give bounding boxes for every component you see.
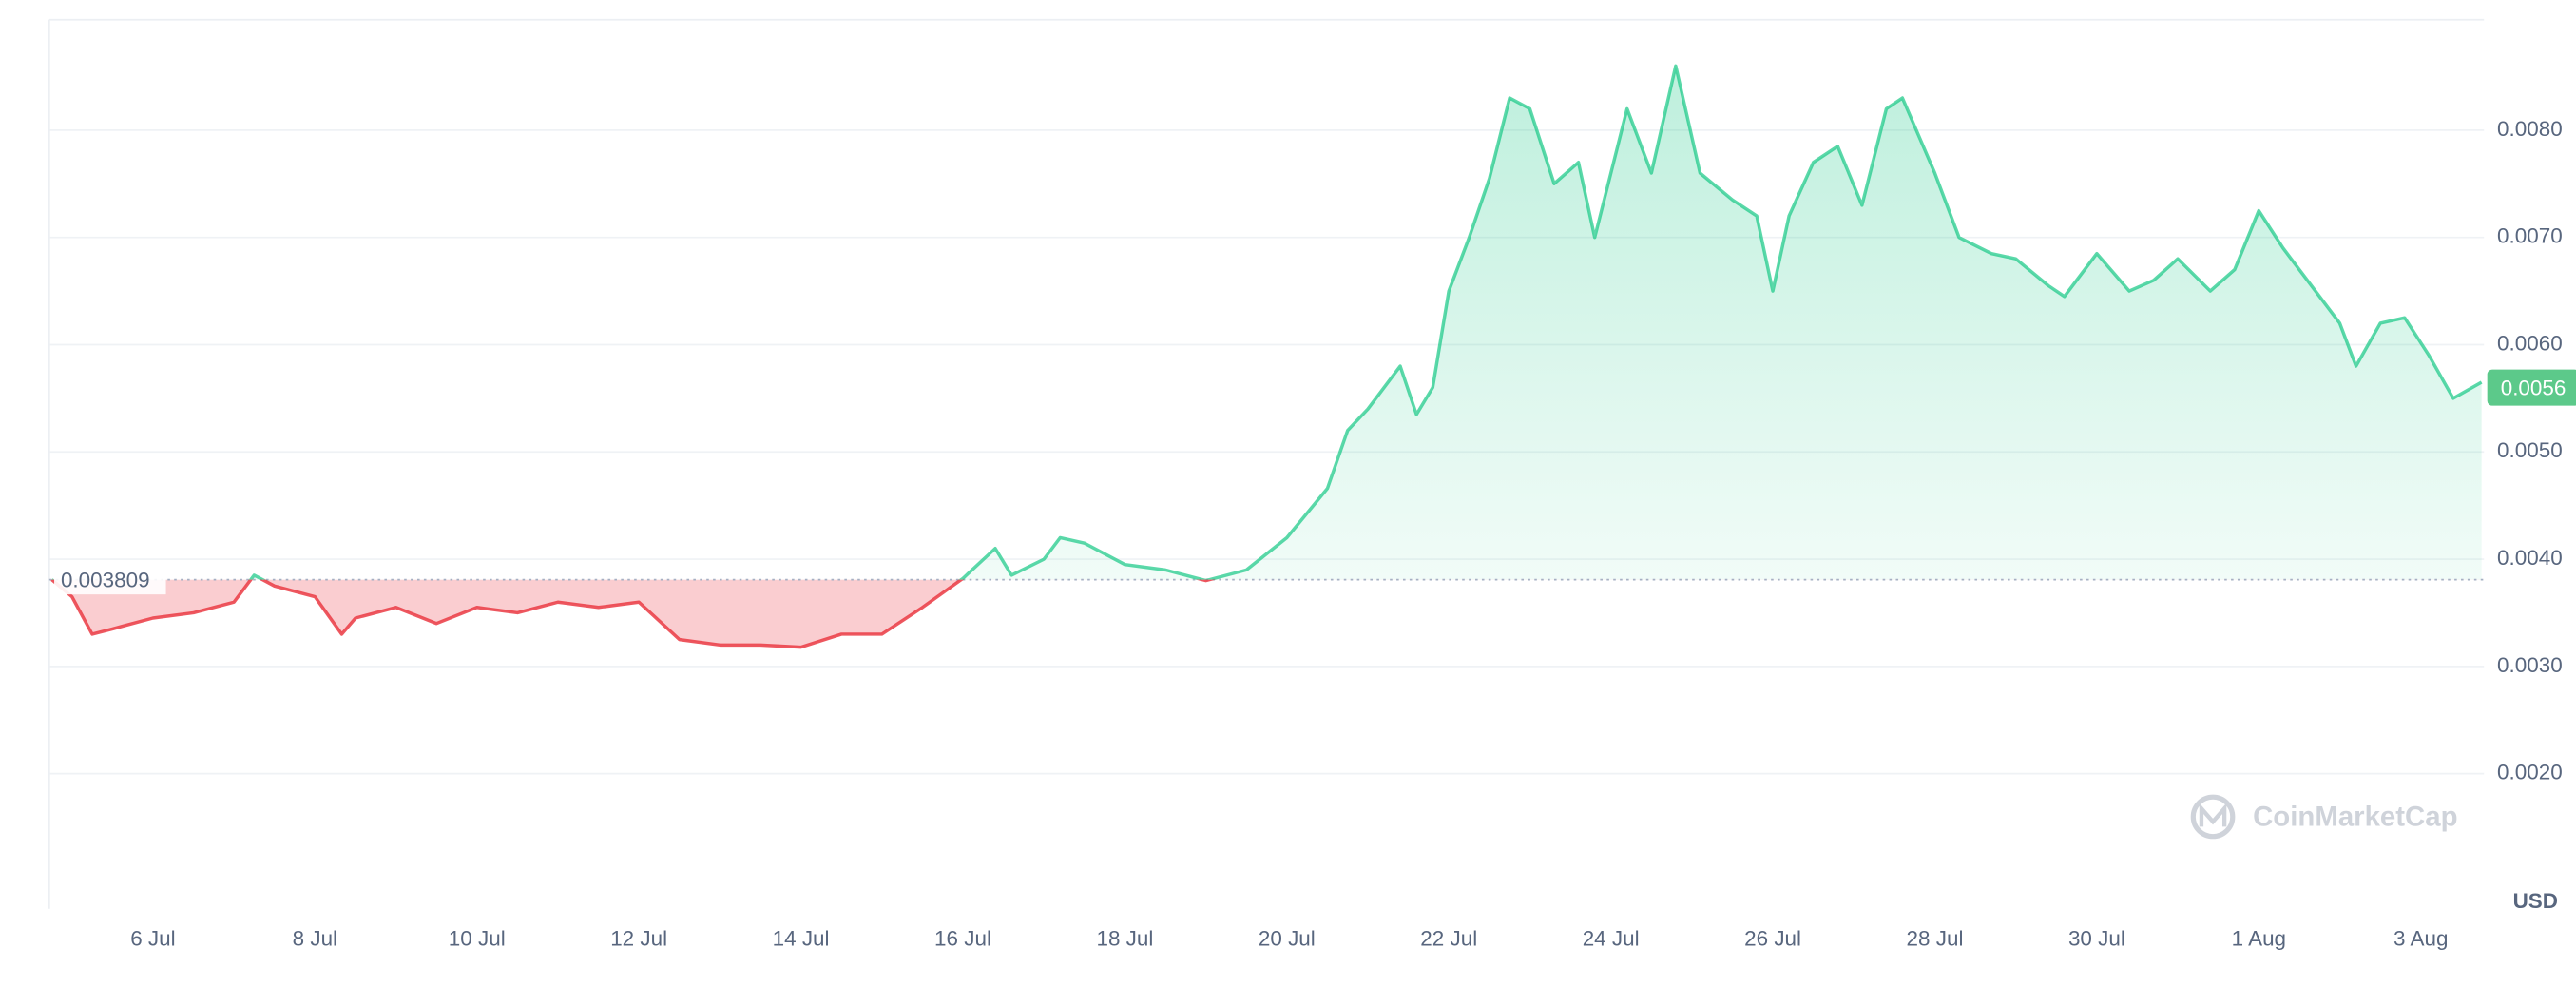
x-tick-label: 18 Jul <box>1096 927 1153 951</box>
y-tick-label: 0.0030 <box>2497 653 2563 677</box>
x-tick-label: 24 Jul <box>1583 927 1640 951</box>
x-tick-label: 12 Jul <box>610 927 667 951</box>
x-tick-label: 1 Aug <box>2232 927 2286 951</box>
x-tick-label: 10 Jul <box>449 927 506 951</box>
x-tick-label: 22 Jul <box>1420 927 1477 951</box>
y-tick-label: 0.0050 <box>2497 438 2563 462</box>
x-tick-label: 6 Jul <box>130 927 175 951</box>
y-tick-label: 0.0020 <box>2497 761 2563 784</box>
watermark-text: CoinMarketCap <box>2253 801 2457 832</box>
x-tick-label: 3 Aug <box>2393 927 2448 951</box>
current-price-tag <box>2487 369 2576 406</box>
watermark: CoinMarketCap <box>2190 794 2458 840</box>
y-tick-label: 0.0040 <box>2497 546 2563 570</box>
x-tick-label: 14 Jul <box>773 927 830 951</box>
x-tick-label: 16 Jul <box>934 927 991 951</box>
x-tick-label: 8 Jul <box>293 927 337 951</box>
area-below <box>51 579 1210 648</box>
baseline-label: 0.003809 <box>61 568 150 591</box>
price-line-down <box>50 579 1217 649</box>
watermark-logo-m <box>2199 803 2227 827</box>
currency-label: USD <box>2513 889 2558 913</box>
baseline-label-bg <box>54 565 166 595</box>
x-tick-label: 20 Jul <box>1259 927 1316 951</box>
watermark-logo <box>2190 794 2236 840</box>
x-tick-label: 30 Jul <box>2068 927 2125 951</box>
current-price-label: 0.0056 <box>2501 376 2566 399</box>
y-tick-label: 0.0070 <box>2497 224 2563 248</box>
area-above <box>51 66 2482 580</box>
y-tick-label: 0.0060 <box>2497 331 2563 355</box>
y-tick-label: 0.0080 <box>2497 117 2563 141</box>
price-line-up <box>51 64 2483 580</box>
x-tick-label: 26 Jul <box>1744 927 1801 951</box>
x-tick-label: 28 Jul <box>1907 927 1964 951</box>
